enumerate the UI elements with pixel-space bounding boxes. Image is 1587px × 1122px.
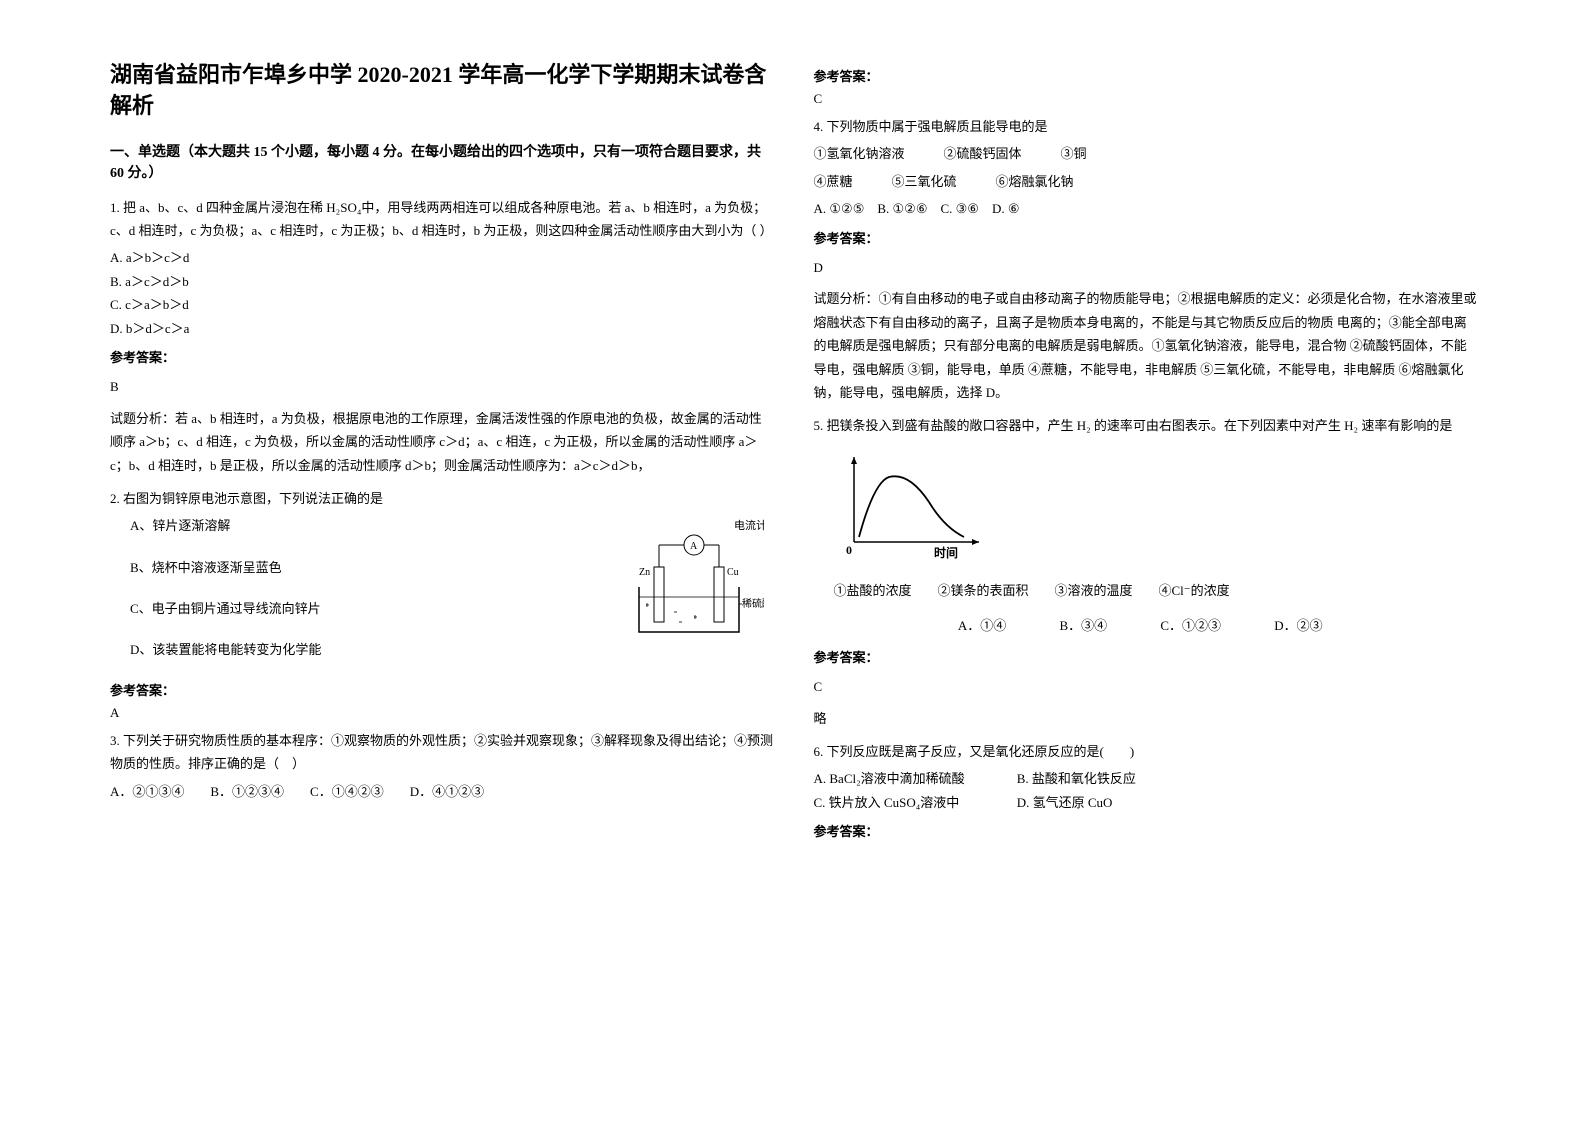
meter-a-label: A (690, 541, 698, 552)
right-column: 参考答案： C 4. 下列物质中属于强电解质且能导电的是 ①氢氧化钠溶液 ②硫酸… (794, 60, 1498, 1062)
q2-answer-label: 参考答案： (110, 680, 774, 699)
q3-text: 3. 下列关于研究物质性质的基本程序：①观察物质的外观性质；②实验并观察现象；③… (110, 729, 774, 776)
zn-label: Zn (639, 567, 650, 578)
q1-options: A. a＞b＞c＞d B. a＞c＞d＞b C. c＞a＞b＞d D. b＞d＞… (110, 246, 774, 340)
q5-opt-b: B．③④ (1059, 614, 1107, 637)
q6-answer-label: 参考答案： (814, 820, 1478, 843)
q1-opt-c: C. c＞a＞b＞d (110, 293, 774, 316)
solution-label: 稀硫酸 (742, 597, 764, 610)
q6-text: 6. 下列反应既是离子反应，又是氧化还原反应的是( ) (814, 740, 1478, 763)
question-3: 3. 下列关于研究物质性质的基本程序：①观察物质的外观性质；②实验并观察现象；③… (110, 729, 774, 803)
q2-opt-c: C、电子由铜片通过导线流向锌片 (130, 597, 541, 620)
q5-opt-a: A．①④ (958, 614, 1006, 637)
q5-opt-d: D．②③ (1274, 614, 1322, 637)
exam-title: 湖南省益阳市乍埠乡中学 2020-2021 学年高一化学下学期期末试卷含解析 (110, 60, 774, 122)
q2-opt-a: A、锌片逐渐溶解 (130, 514, 541, 537)
cu-label: Cu (727, 567, 739, 578)
q2-opt-d: D、该装置能将电能转变为化学能 (130, 638, 541, 661)
q6-row2: C. 铁片放入 CuSO₄溶液中 D. 氢气还原 CuO (814, 791, 1478, 814)
q6-row1: A. BaCl₂溶液中滴加稀硫酸 B. 盐酸和氧化铁反应 (814, 767, 1478, 790)
q1-text: 1. 把 a、b、c、d 四种金属片浸泡在稀 H₂SO₄中，用导线两两相连可以组… (110, 196, 774, 243)
question-2: 2. 右图为铜锌原电池示意图，下列说法正确的是 A、锌片逐渐溶解 B、烧杯中溶液… (110, 487, 774, 662)
question-6: 6. 下列反应既是离子反应，又是氧化还原反应的是( ) A. BaCl₂溶液中滴… (814, 740, 1478, 844)
q4-answer-label: 参考答案： (814, 227, 1478, 250)
q2-answer: A (110, 705, 774, 721)
origin-label: 0 (846, 543, 852, 557)
q1-opt-b: B. a＞c＞d＞b (110, 270, 774, 293)
q4-options: A. ①②⑤ B. ①②⑥ C. ③⑥ D. ⑥ (814, 197, 1478, 220)
question-4: 4. 下列物质中属于强电解质且能导电的是 ①氢氧化钠溶液 ②硫酸钙固体 ③铜 ④… (814, 115, 1478, 404)
meter-label: 电流计 (734, 518, 764, 532)
q6-opt-d: D. 氢气还原 CuO (1017, 795, 1113, 810)
question-1: 1. 把 a、b、c、d 四种金属片浸泡在稀 H₂SO₄中，用导线两两相连可以组… (110, 196, 774, 477)
q5-text: 5. 把镁条投入到盛有盐酸的敞口容器中，产生 H₂ 的速率可由右图表示。在下列因… (814, 414, 1478, 437)
q5-brief: 略 (814, 707, 1478, 730)
q1-answer-label: 参考答案： (110, 346, 774, 369)
q6-opt-b: B. 盐酸和氧化铁反应 (1017, 771, 1136, 786)
q1-opt-d: D. b＞d＞c＞a (110, 317, 774, 340)
q1-answer: B (110, 375, 774, 398)
left-column: 湖南省益阳市乍埠乡中学 2020-2021 学年高一化学下学期期末试卷含解析 一… (90, 60, 794, 1062)
col2-answer-label: 参考答案： (814, 66, 1478, 85)
rate-time-graph: 0 时间 (834, 452, 994, 562)
q2-text: 2. 右图为铜锌原电池示意图，下列说法正确的是 (110, 487, 774, 510)
q5-factors: ①盐酸的浓度 ②镁条的表面积 ③溶液的温度 ④Cl⁻的浓度 (814, 579, 1478, 602)
q3-answer: C (814, 91, 1478, 107)
q5-opt-c: C．①②③ (1160, 614, 1221, 637)
q1-analysis: 试题分析：若 a、b 相连时，a 为负极，根据原电池的工作原理，金属活泼性强的作… (110, 407, 774, 477)
battery-cell-diagram: 电流计 A Zn Cu 稀硫酸 (624, 517, 764, 657)
q3-options: A．②①③④ B．①②③④ C．①④②③ D．④①②③ (110, 780, 774, 803)
section-header: 一、单选题（本大题共 15 个小题，每小题 4 分。在每小题给出的四个选项中，只… (110, 142, 774, 184)
q2-opt-b: B、烧杯中溶液逐渐呈蓝色 (130, 556, 541, 579)
q6-opt-c: C. 铁片放入 CuSO₄溶液中 (814, 791, 1014, 814)
q1-opt-a: A. a＞b＞c＞d (110, 246, 774, 269)
q6-opt-a: A. BaCl₂溶液中滴加稀硫酸 (814, 767, 1014, 790)
q4-analysis: 试题分析：①有自由移动的电子或自由移动离子的物质能导电；②根据电解质的定义：必须… (814, 287, 1478, 404)
q5-answer: C (814, 675, 1478, 698)
q4-answer: D (814, 256, 1478, 279)
q2-options: A、锌片逐渐溶解 B、烧杯中溶液逐渐呈蓝色 C、电子由铜片通过导线流向锌片 D、… (110, 514, 541, 662)
q4-line1: ①氢氧化钠溶液 ②硫酸钙固体 ③铜 (814, 142, 1478, 165)
q4-text: 4. 下列物质中属于强电解质且能导电的是 (814, 115, 1478, 138)
x-axis-label: 时间 (934, 545, 958, 560)
q4-line2: ④蔗糖 ⑤三氧化硫 ⑥熔融氯化钠 (814, 170, 1478, 193)
q5-options: A．①④ B．③④ C．①②③ D．②③ (814, 614, 1478, 637)
question-5: 5. 把镁条投入到盛有盐酸的敞口容器中，产生 H₂ 的速率可由右图表示。在下列因… (814, 414, 1478, 730)
q5-answer-label: 参考答案： (814, 646, 1478, 669)
